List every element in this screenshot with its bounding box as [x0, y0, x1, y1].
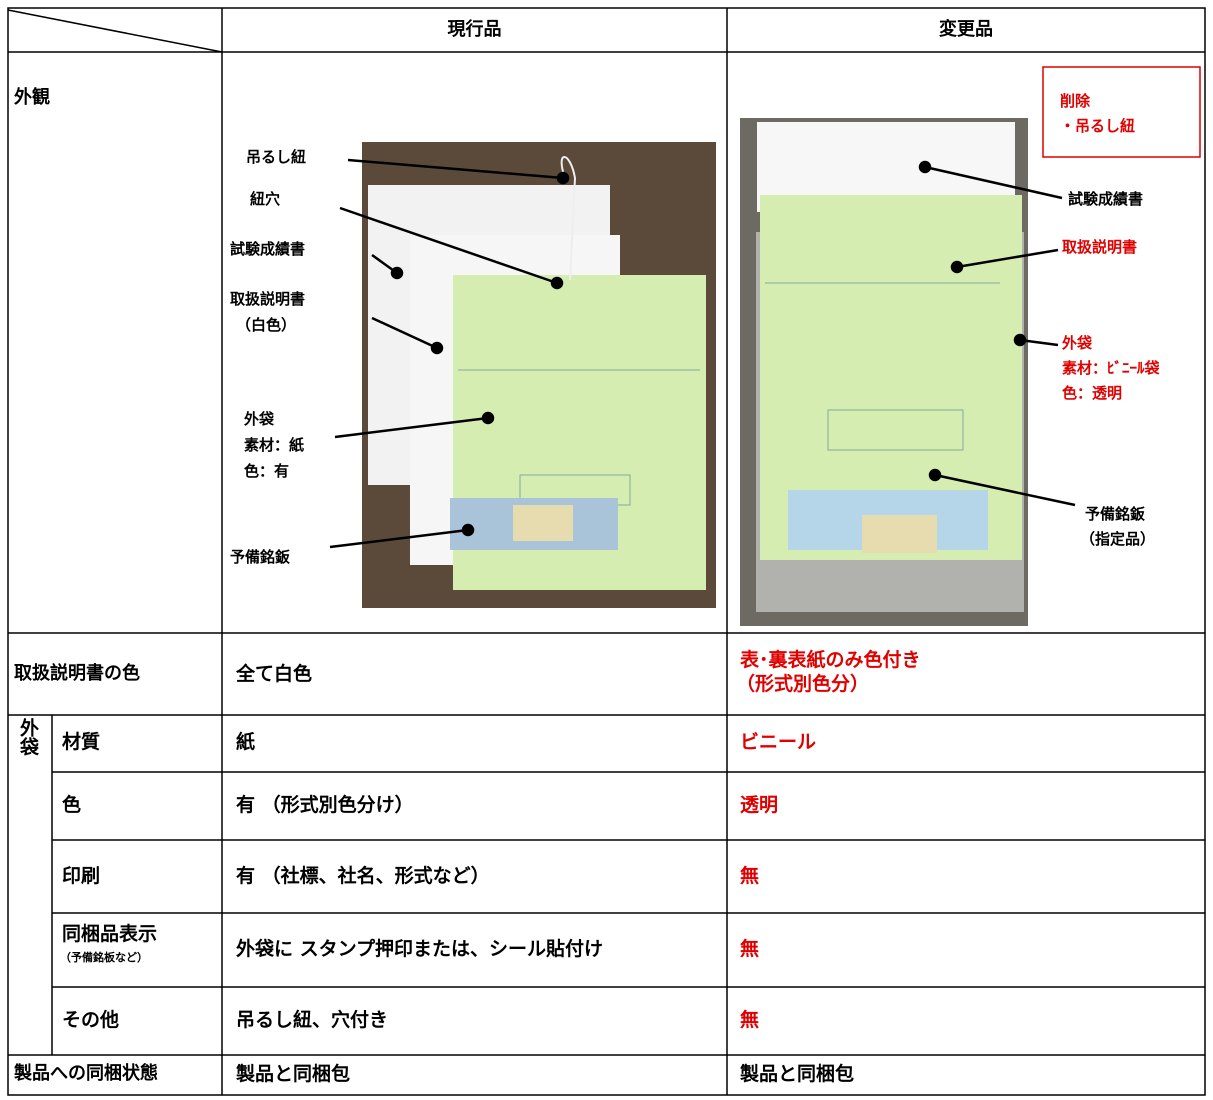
callout: 素材：紙 [244, 436, 305, 454]
callout: 吊るし紐 [246, 148, 307, 166]
callout: 予備銘鈑 [1085, 505, 1146, 523]
cell: 有 （形式別色分け） [236, 794, 414, 816]
note: ・吊るし紐 [1060, 117, 1136, 135]
row-label: その他 [62, 1009, 120, 1031]
row-label: 製品への同梱状態 [14, 1063, 158, 1084]
callout: 素材：ﾋﾞﾆｰﾙ袋 [1062, 359, 1160, 377]
note-box [1042, 66, 1201, 158]
cell: 表･裏表紙のみ色付き [740, 649, 921, 671]
callout: 予備銘鈑 [230, 548, 291, 566]
row-label: 色 [62, 794, 82, 816]
row-label: 印刷 [62, 865, 101, 887]
note: 削除 [1060, 92, 1091, 110]
callout: 試験成績書 [230, 240, 306, 258]
callout: （指定品） [1080, 530, 1156, 548]
row-label: 外観 [14, 87, 50, 108]
row-label: 同梱品表示 [62, 923, 158, 945]
callout: 紐穴 [250, 190, 281, 208]
callout-lines [329, 158, 1076, 549]
callout: 外袋 [244, 410, 275, 428]
cell: （形式別色分） [736, 673, 870, 695]
cell: 透明 [740, 794, 779, 816]
cell: ビニール [740, 731, 817, 753]
cell: 製品と同梱包 [740, 1063, 855, 1085]
cell: 無 [740, 938, 760, 960]
cell: 無 [740, 1009, 760, 1031]
row-label: 材質 [62, 731, 101, 753]
callout: 取扱説明書 [1062, 238, 1138, 256]
cell: 外袋に スタンプ押印または、シール貼付け [236, 938, 604, 960]
row-sublabel: （予備銘板など） [60, 951, 148, 964]
current-photo [362, 142, 716, 608]
cell: 有 （社標、社名、形式など） [236, 865, 490, 887]
column-header: 現行品 [447, 19, 502, 40]
cell: 無 [740, 865, 760, 887]
callout: 色：有 [244, 462, 290, 480]
callout: 試験成績書 [1068, 190, 1144, 208]
callout: （白色） [236, 316, 297, 334]
cell: 吊るし紐、穴付き [236, 1009, 389, 1031]
callout: 色：透明 [1062, 384, 1123, 402]
cell: 紙 [236, 731, 256, 753]
changed-photo [740, 118, 1028, 626]
callout: 取扱説明書 [230, 290, 306, 308]
cell: 全て白色 [236, 663, 313, 685]
callout: 外袋 [1062, 334, 1093, 352]
column-header: 変更品 [939, 19, 993, 40]
cell: 製品と同梱包 [236, 1063, 351, 1085]
group-label: 外袋 [17, 718, 39, 756]
row-label: 取扱説明書の色 [14, 663, 140, 684]
